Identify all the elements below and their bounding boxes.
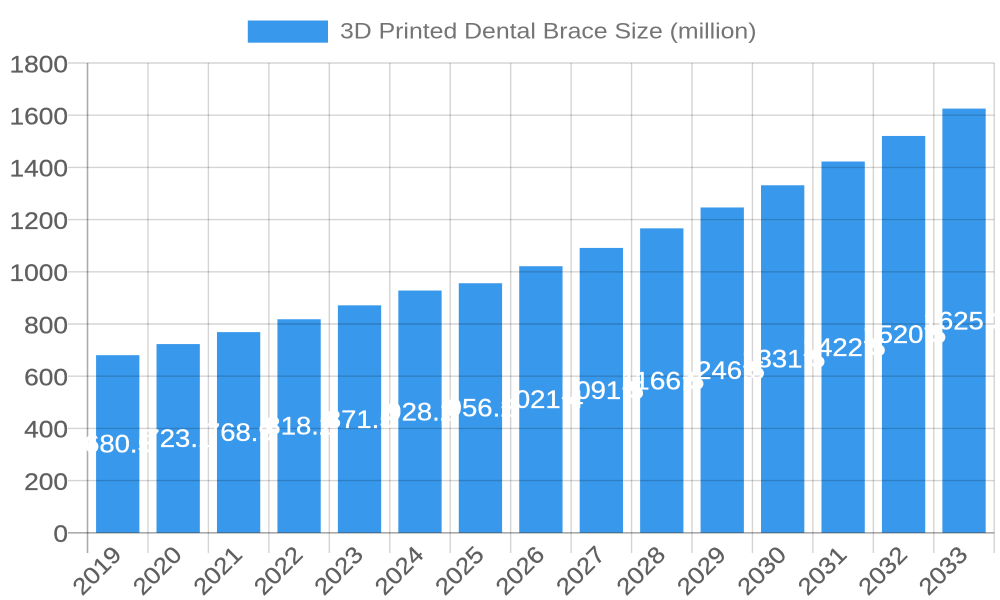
svg-text:2031: 2031: [793, 541, 852, 600]
svg-text:2027: 2027: [551, 541, 610, 600]
svg-text:723.1: 723.1: [145, 425, 214, 453]
svg-text:2030: 2030: [732, 541, 791, 600]
svg-text:3D Printed Dental Brace Size (: 3D Printed Dental Brace Size (million): [340, 19, 757, 44]
svg-text:680.5: 680.5: [84, 431, 153, 459]
svg-text:1600: 1600: [9, 104, 68, 131]
svg-text:956.2: 956.2: [447, 395, 516, 423]
svg-text:1400: 1400: [9, 156, 68, 183]
svg-text:1166.5: 1166.5: [621, 367, 705, 395]
svg-text:1091.5: 1091.5: [560, 377, 644, 405]
svg-text:2026: 2026: [491, 541, 550, 600]
svg-text:1000: 1000: [9, 260, 68, 287]
svg-text:1246.5: 1246.5: [681, 357, 765, 385]
svg-text:1625.3: 1625.3: [923, 307, 1000, 335]
svg-text:800: 800: [24, 312, 68, 339]
svg-text:400: 400: [24, 417, 68, 444]
svg-text:2028: 2028: [611, 541, 670, 600]
svg-text:928.2: 928.2: [386, 398, 455, 426]
svg-text:2022: 2022: [249, 541, 308, 600]
svg-text:600: 600: [24, 365, 68, 392]
svg-text:2020: 2020: [128, 541, 187, 600]
svg-text:0: 0: [53, 521, 68, 548]
svg-text:871.5: 871.5: [326, 406, 395, 434]
svg-text:1422.5: 1422.5: [802, 334, 886, 362]
svg-text:1331.5: 1331.5: [741, 346, 825, 374]
svg-text:2021: 2021: [188, 541, 247, 600]
svg-text:1200: 1200: [9, 208, 68, 235]
svg-text:1800: 1800: [9, 51, 68, 78]
svg-text:1021.4: 1021.4: [500, 386, 584, 414]
svg-text:2019: 2019: [67, 541, 126, 600]
svg-text:2033: 2033: [914, 541, 973, 600]
svg-text:2025: 2025: [430, 541, 489, 600]
svg-text:2029: 2029: [672, 541, 731, 600]
svg-text:2023: 2023: [309, 541, 368, 600]
svg-text:818.2: 818.2: [265, 413, 334, 441]
svg-text:1520.5: 1520.5: [862, 321, 946, 349]
svg-text:2024: 2024: [370, 541, 429, 600]
svg-text:768.9: 768.9: [205, 419, 274, 447]
svg-text:2032: 2032: [853, 541, 912, 600]
svg-text:200: 200: [24, 469, 68, 496]
